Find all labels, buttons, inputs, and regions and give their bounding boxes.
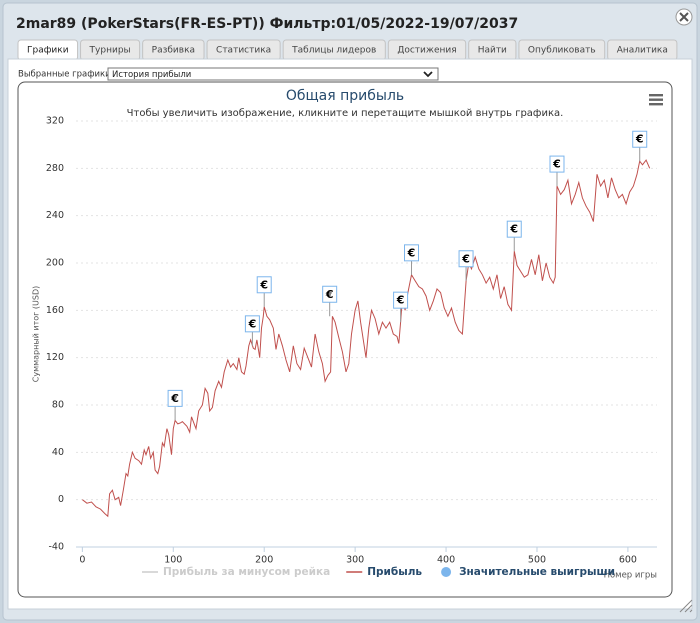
- y-tick-label: 240: [46, 210, 64, 221]
- tab-label[interactable]: Аналитика: [617, 46, 668, 56]
- flag: [632, 130, 648, 148]
- flag-label: €: [461, 252, 470, 265]
- y-tick-label: 320: [46, 116, 64, 127]
- flag-label: €: [635, 133, 644, 146]
- big-win-flag: €: [404, 244, 420, 275]
- flag: [322, 285, 338, 303]
- menu-button[interactable]: [649, 94, 663, 106]
- legend-symbol[interactable]: [441, 567, 452, 577]
- flag: [549, 155, 565, 173]
- big-win-flag: €: [244, 315, 260, 346]
- big-win-flag: €: [506, 220, 522, 252]
- x-tick-label: 600: [619, 555, 637, 566]
- legend: Прибыль за минусом рейка Прибыль Значитель…: [142, 566, 615, 578]
- flag: [458, 250, 474, 268]
- selector-arrow[interactable]: [423, 71, 433, 78]
- y-tick-label: 280: [46, 163, 64, 174]
- tab-label[interactable]: Графики: [27, 46, 69, 56]
- flag: [244, 315, 260, 333]
- legend-label[interactable]: Прибыль: [367, 566, 422, 578]
- resize-grip[interactable]: [679, 599, 693, 613]
- y-tick-label: 120: [46, 352, 64, 363]
- big-win-flag: €: [393, 291, 409, 323]
- menu-bar[interactable]: [649, 98, 663, 101]
- big-win-flag: €: [256, 276, 272, 307]
- big-win-flag: €: [632, 130, 648, 162]
- plot: -40 0 40 80 120 160 200 240 280 320 0 100 200 300 400 5…: [46, 116, 657, 566]
- x-tick-label: 0: [79, 555, 85, 566]
- x-tick-label: 400: [437, 555, 455, 566]
- legend-label[interactable]: Значительные выигрыши: [459, 566, 615, 578]
- y-tick-label: 160: [46, 305, 64, 316]
- big-win-flag: €: [458, 250, 474, 281]
- x-axis-label: Номер игры: [604, 571, 657, 581]
- flag-label: €: [396, 294, 405, 307]
- x-tick-label: 100: [164, 555, 182, 566]
- close-icon[interactable]: [679, 12, 689, 22]
- flag: [506, 220, 522, 238]
- menu-bar[interactable]: [649, 103, 663, 106]
- legend-label[interactable]: Прибыль за минусом рейка: [163, 566, 330, 578]
- tab-label[interactable]: Статистика: [216, 46, 271, 56]
- window-title: 2mar89 (PokerStars(FR-ES-PT)) Фильтр:01/…: [16, 16, 518, 32]
- big-win-flag: €: [167, 389, 183, 421]
- y-axis-label: Суммарный итог (USD): [32, 286, 41, 383]
- tab-label[interactable]: Таблицы лидеров: [291, 46, 376, 56]
- flag-label: €: [170, 392, 179, 405]
- tab-label[interactable]: Разбивка: [152, 46, 195, 56]
- tab-bar: Графики Турниры Разбивка Статистика Таблицы …: [17, 39, 678, 61]
- flag: [404, 244, 420, 262]
- tab-label[interactable]: Найти: [478, 46, 507, 56]
- y-tick-label: 40: [52, 447, 64, 458]
- y-tick-label: 0: [58, 494, 64, 505]
- x-tick-label: 200: [255, 555, 273, 566]
- flag-label: €: [552, 158, 561, 171]
- flag-label: €: [509, 223, 518, 236]
- chart-selector[interactable]: [107, 67, 439, 81]
- tab-label[interactable]: Достижения: [397, 46, 456, 56]
- profit-line: [82, 159, 651, 518]
- chart-box: [17, 81, 673, 598]
- flag: [167, 389, 183, 407]
- flag-label: €: [259, 278, 268, 291]
- flag: [393, 291, 409, 309]
- big-win-flag: €: [549, 155, 565, 187]
- menu-bar[interactable]: [649, 94, 663, 97]
- tab-label[interactable]: Опубликовать: [528, 46, 596, 56]
- x-tick-label: 300: [346, 555, 364, 566]
- y-tick-label: 80: [52, 400, 64, 411]
- flag-label: €: [325, 288, 334, 301]
- y-tick-label: -40: [48, 542, 64, 553]
- y-tick-label: 200: [46, 258, 64, 269]
- selector-label: Выбранные графики:: [18, 70, 114, 80]
- flag-label: €: [248, 317, 257, 330]
- x-tick-label: 500: [528, 555, 546, 566]
- flag: [256, 276, 272, 294]
- flag-label: €: [407, 246, 416, 259]
- chart-subtitle: Чтобы увеличить изображение, кликните и …: [127, 108, 564, 119]
- chart-title: Общая прибыль: [286, 88, 404, 104]
- selector-value[interactable]: История прибыли: [112, 70, 191, 80]
- tab-label[interactable]: Турниры: [89, 46, 131, 56]
- big-win-flag: €: [322, 285, 338, 317]
